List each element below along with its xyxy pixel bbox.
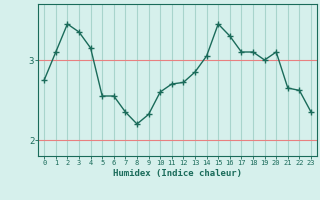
X-axis label: Humidex (Indice chaleur): Humidex (Indice chaleur) — [113, 169, 242, 178]
